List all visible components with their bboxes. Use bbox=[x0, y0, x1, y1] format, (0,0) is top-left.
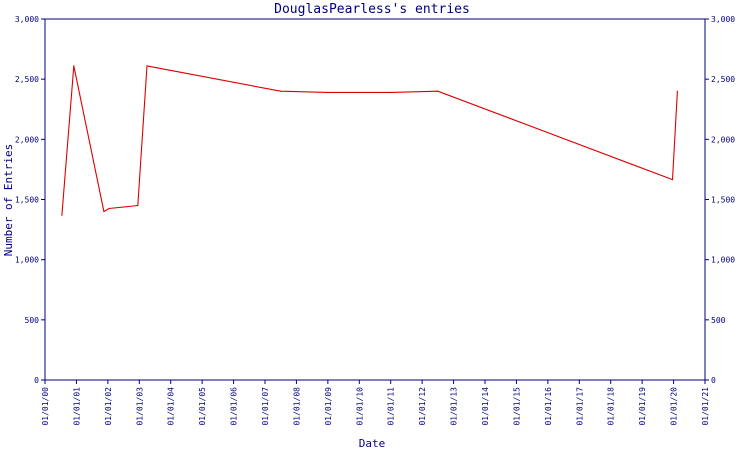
x-tick-label: 01/01/12 bbox=[418, 387, 427, 426]
x-tick-label: 01/01/00 bbox=[41, 387, 50, 426]
y-tick-label-left: 3,000 bbox=[15, 15, 39, 24]
x-tick-label: 01/01/11 bbox=[387, 387, 396, 426]
data-point bbox=[108, 207, 110, 210]
x-axis-ticks: 01/01/00 01/01/01 01/01/02 01/01/03 01/01/04… bbox=[41, 380, 710, 426]
y-tick-label-right: 1,000 bbox=[711, 256, 735, 265]
x-tick-label: 01/01/18 bbox=[607, 387, 616, 426]
y-tick-label-right: 3,000 bbox=[711, 15, 735, 24]
y-tick-label-left: 2,500 bbox=[15, 75, 39, 84]
x-tick-label: 01/01/01 bbox=[72, 387, 81, 426]
chart-title: DouglasPearless's entries bbox=[274, 2, 470, 17]
x-tick-label: 01/01/21 bbox=[701, 387, 710, 426]
y-tick-label-right: 500 bbox=[711, 316, 726, 325]
x-axis-label: Date bbox=[359, 437, 386, 450]
y-tick-label-left: 1,500 bbox=[15, 196, 39, 205]
data-point bbox=[137, 204, 139, 207]
data-point bbox=[61, 214, 63, 216]
x-tick-label: 01/01/07 bbox=[261, 387, 270, 426]
y-tick-label-left: 0 bbox=[34, 376, 39, 385]
y-axis-left-ticks: 0 500 1,000 1,500 2,000 2,500 3,000 bbox=[15, 15, 45, 385]
data-point bbox=[671, 179, 674, 181]
y-tick-label-left: 500 bbox=[25, 316, 40, 325]
y-tick-label-right: 2,500 bbox=[711, 75, 735, 84]
y-tick-label-right: 1,500 bbox=[711, 196, 735, 205]
data-point bbox=[390, 91, 392, 93]
x-tick-label: 01/01/05 bbox=[198, 387, 207, 426]
series-line-0 bbox=[61, 65, 678, 216]
data-point bbox=[73, 65, 75, 67]
y-tick-label-left: 1,000 bbox=[15, 256, 39, 265]
x-tick-label: 01/01/02 bbox=[104, 387, 113, 426]
x-tick-label: 01/01/15 bbox=[512, 387, 521, 426]
x-tick-label: 01/01/20 bbox=[670, 387, 679, 426]
data-point bbox=[280, 90, 282, 92]
series-layer bbox=[61, 65, 679, 216]
x-tick-label: 01/01/16 bbox=[544, 387, 553, 426]
y-tick-label-left: 2,000 bbox=[15, 135, 39, 144]
y-tick-label-right: 0 bbox=[711, 376, 716, 385]
x-tick-label: 01/01/19 bbox=[638, 387, 647, 426]
y-axis-right-ticks: 0 500 1,000 1,500 2,000 2,500 3,000 bbox=[705, 15, 735, 385]
x-tick-label: 01/01/10 bbox=[355, 387, 364, 426]
y-tick-label-right: 2,000 bbox=[711, 135, 735, 144]
x-tick-label: 01/01/14 bbox=[481, 387, 490, 426]
data-point bbox=[676, 90, 679, 92]
x-tick-label: 01/01/13 bbox=[450, 387, 459, 426]
x-tick-label: 01/01/08 bbox=[292, 387, 301, 426]
x-tick-label: 01/01/09 bbox=[324, 387, 333, 426]
x-tick-label: 01/01/17 bbox=[575, 387, 584, 426]
data-point bbox=[146, 65, 148, 67]
data-point bbox=[327, 91, 329, 93]
x-tick-label: 01/01/03 bbox=[135, 387, 144, 426]
data-point bbox=[437, 90, 439, 92]
data-point bbox=[103, 210, 105, 213]
y-axis-label: Number of Entries bbox=[2, 144, 15, 257]
x-tick-label: 01/01/06 bbox=[230, 387, 239, 426]
x-tick-label: 01/01/04 bbox=[167, 387, 176, 426]
